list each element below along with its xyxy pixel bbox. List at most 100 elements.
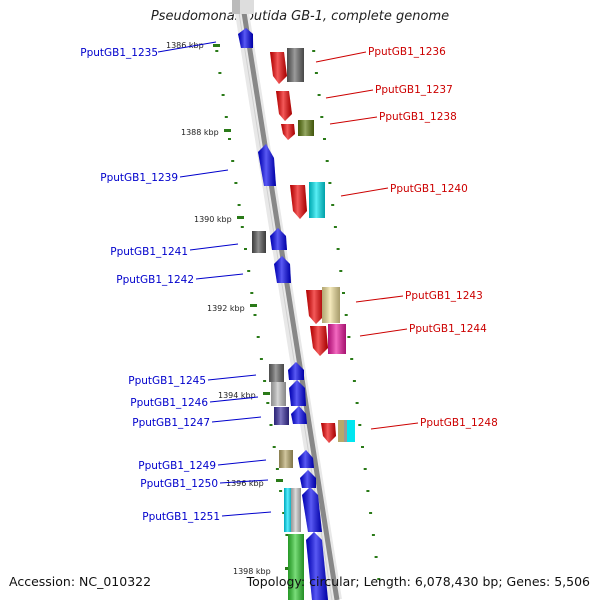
track-dot bbox=[247, 270, 251, 272]
gene-callout-right[interactable]: PputGB1_1238 bbox=[329, 111, 457, 125]
track-dot bbox=[352, 380, 356, 382]
track-dot bbox=[320, 116, 324, 118]
gene-label[interactable]: PputGB1_1243 bbox=[405, 290, 483, 302]
gene-label[interactable]: PputGB1_1236 bbox=[368, 46, 446, 58]
gene-callout-right[interactable]: PputGB1_1237 bbox=[325, 84, 453, 99]
gene-label[interactable]: PputGB1_1241 bbox=[110, 246, 188, 258]
track-dot bbox=[358, 424, 362, 426]
track-dot bbox=[323, 138, 326, 140]
gene-label[interactable]: PputGB1_1250 bbox=[140, 478, 218, 490]
track-dot bbox=[336, 248, 340, 250]
gene-callout-left[interactable]: PputGB1_1241 bbox=[110, 243, 239, 258]
track-dot bbox=[250, 292, 254, 294]
map-title: Pseudomonas putida GB-1, complete genome bbox=[150, 9, 450, 24]
gene-callout-right[interactable]: PputGB1_1248 bbox=[370, 417, 498, 430]
gene-callout-left[interactable]: PputGB1_1251 bbox=[142, 511, 272, 523]
gene-feature[interactable] bbox=[274, 407, 289, 425]
scale-marker: 1386 kbp bbox=[166, 41, 220, 50]
gene-label[interactable]: PputGB1_1242 bbox=[116, 274, 194, 286]
gene-feature[interactable] bbox=[310, 326, 328, 356]
gene-feature[interactable] bbox=[298, 120, 314, 136]
gene-feature[interactable] bbox=[322, 287, 340, 323]
gene-feature[interactable] bbox=[309, 182, 325, 218]
gene-label[interactable]: PputGB1_1244 bbox=[409, 323, 487, 335]
gene-feature[interactable] bbox=[298, 450, 314, 468]
track-dot bbox=[369, 512, 373, 514]
gene-label[interactable]: PputGB1_1238 bbox=[379, 111, 457, 123]
gene-label[interactable]: PputGB1_1247 bbox=[132, 417, 210, 429]
gene-label[interactable]: PputGB1_1246 bbox=[130, 397, 208, 409]
gene-callout-left[interactable]: PputGB1_1250 bbox=[140, 478, 269, 490]
gene-label[interactable]: PputGB1_1245 bbox=[128, 375, 206, 387]
gene-callout-right[interactable]: PputGB1_1243 bbox=[355, 290, 483, 303]
gene-callout-left[interactable]: PputGB1_1245 bbox=[128, 374, 257, 387]
gene-block[interactable] bbox=[344, 420, 348, 442]
gene-feature[interactable] bbox=[281, 124, 295, 140]
gene-feature[interactable] bbox=[291, 406, 307, 424]
track-dot bbox=[371, 534, 375, 536]
gene-label[interactable]: PputGB1_1251 bbox=[142, 511, 220, 523]
track-dot bbox=[263, 380, 267, 382]
gene-feature[interactable] bbox=[288, 534, 304, 600]
gene-feature[interactable] bbox=[306, 532, 328, 600]
track-dot bbox=[282, 512, 286, 514]
gene-callout-left[interactable]: PputGB1_1247 bbox=[132, 416, 262, 429]
gene-feature[interactable] bbox=[258, 144, 276, 186]
track-dot bbox=[234, 182, 238, 184]
gene-callout-left[interactable]: PputGB1_1246 bbox=[130, 396, 259, 409]
gene-feature[interactable] bbox=[270, 52, 287, 84]
gene-callout-left[interactable]: PputGB1_1242 bbox=[116, 273, 244, 286]
gene-callout-left[interactable]: PputGB1_1249 bbox=[138, 459, 267, 472]
gene-label[interactable]: PputGB1_1237 bbox=[375, 84, 453, 96]
track-dot bbox=[339, 270, 343, 272]
gene-feature[interactable] bbox=[284, 488, 292, 532]
gene-feature[interactable] bbox=[238, 28, 253, 48]
scale-label: 1390 kbp bbox=[194, 215, 232, 224]
gene-feature[interactable] bbox=[321, 423, 336, 443]
gene-callout-right[interactable]: PputGB1_1240 bbox=[340, 183, 468, 197]
outer-dotted-track bbox=[312, 50, 381, 580]
track-dot bbox=[366, 490, 370, 492]
gene-feature[interactable] bbox=[328, 324, 346, 354]
gene-feature[interactable] bbox=[289, 380, 306, 406]
track-dot bbox=[215, 50, 219, 52]
gene-label[interactable]: PputGB1_1235 bbox=[80, 47, 158, 59]
gene-feature[interactable] bbox=[279, 450, 293, 468]
gene-block[interactable] bbox=[240, 0, 254, 14]
gene-callout-left[interactable]: PputGB1_1239 bbox=[100, 169, 229, 184]
gene-label[interactable]: PputGB1_1249 bbox=[138, 460, 216, 472]
track-dot bbox=[374, 556, 378, 558]
gene-feature[interactable] bbox=[300, 470, 316, 488]
gene-feature[interactable] bbox=[287, 48, 304, 82]
scale-marker: 1388 kbp bbox=[181, 128, 231, 137]
gene-label[interactable]: PputGB1_1240 bbox=[390, 183, 468, 195]
gene-feature[interactable] bbox=[274, 256, 291, 283]
gene-feature[interactable] bbox=[269, 364, 284, 382]
scale-marker: 1396 kbp bbox=[226, 479, 283, 488]
gene-block[interactable] bbox=[338, 420, 344, 442]
track-dot bbox=[331, 204, 335, 206]
gene-feature[interactable] bbox=[288, 362, 304, 380]
gene-feature[interactable] bbox=[290, 185, 307, 219]
gene-callout-left[interactable]: PputGB1_1235 bbox=[80, 41, 217, 59]
topology-text: Topology: circular; Length: 6,078,430 bp… bbox=[246, 574, 590, 589]
gene-block[interactable] bbox=[347, 420, 355, 442]
track-dot bbox=[333, 226, 337, 228]
gene-feature[interactable] bbox=[291, 488, 301, 532]
gene-label[interactable]: PputGB1_1239 bbox=[100, 172, 178, 184]
scale-label: 1388 kbp bbox=[181, 128, 219, 137]
gene-feature[interactable] bbox=[271, 382, 286, 406]
gene-feature[interactable] bbox=[306, 290, 324, 324]
gene-feature[interactable] bbox=[276, 91, 292, 121]
gene-callout-right[interactable]: PputGB1_1236 bbox=[315, 46, 446, 63]
track-dot bbox=[355, 402, 359, 404]
scale-label: 1386 kbp bbox=[166, 41, 204, 50]
gene-feature[interactable] bbox=[270, 228, 287, 250]
gene-feature[interactable] bbox=[252, 231, 266, 253]
scale-marker: 1392 kbp bbox=[207, 304, 257, 313]
gene-callout-right[interactable]: PputGB1_1244 bbox=[359, 323, 487, 337]
gene-label[interactable]: PputGB1_1248 bbox=[420, 417, 498, 429]
track-dot bbox=[256, 336, 260, 338]
gene-feature[interactable] bbox=[302, 487, 322, 532]
